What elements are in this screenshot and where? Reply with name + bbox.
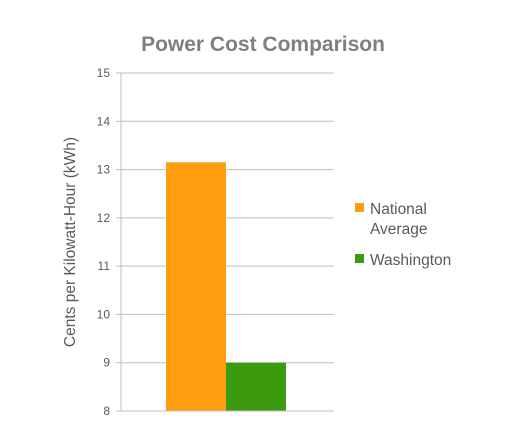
legend: National Average Washington (355, 201, 451, 269)
legend-label: National (370, 201, 427, 218)
y-tick-label: 11 (98, 259, 111, 273)
y-tick-label: 13 (97, 163, 111, 177)
y-tick-label: 12 (97, 211, 111, 225)
chart-title: Power Cost Comparison (141, 33, 385, 56)
y-tick-label: 14 (97, 114, 111, 128)
bar-national-average (166, 162, 226, 411)
y-tick-label: 10 (97, 307, 111, 321)
legend-swatch (355, 203, 364, 212)
gridlines (121, 72, 334, 364)
y-axis-ticks: 8 9 10 11 12 13 14 15 (97, 66, 121, 418)
y-tick-label: 9 (103, 356, 110, 370)
bar-washington (226, 362, 286, 411)
y-tick-label: 8 (103, 404, 110, 418)
legend-label: Average (370, 221, 427, 238)
y-axis-label: Cents per Kilowatt-Hour (kWh) (62, 137, 79, 347)
y-tick-label: 15 (97, 66, 111, 80)
bars (166, 162, 286, 411)
legend-label: Washington (370, 252, 451, 269)
legend-swatch (355, 254, 364, 263)
